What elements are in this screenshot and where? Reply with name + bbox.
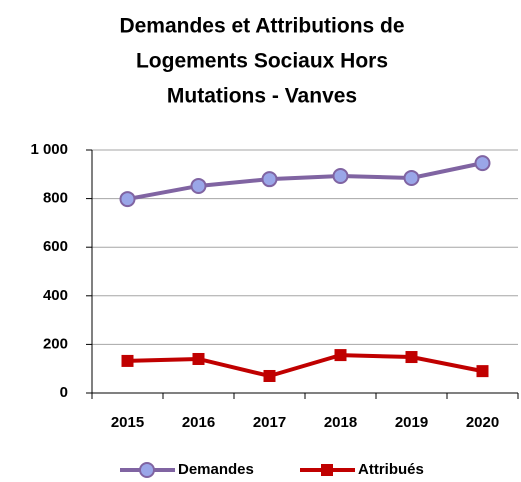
legend-label: Demandes xyxy=(178,461,254,478)
data-point xyxy=(192,352,205,365)
data-point xyxy=(332,168,349,185)
data-point xyxy=(119,191,136,208)
x-tick-label: 2018 xyxy=(324,414,357,431)
series-line xyxy=(127,161,483,202)
chart-title: Mutations - Vanves xyxy=(167,85,357,108)
data-point xyxy=(405,351,418,364)
data-point xyxy=(190,177,207,194)
chart-title: Demandes et Attributions de xyxy=(119,15,404,38)
data-point xyxy=(121,354,134,367)
chart-title: Logements Sociaux Hors xyxy=(136,50,388,73)
x-tick-label: 2015 xyxy=(111,414,144,431)
y-tick-label: 200 xyxy=(43,335,68,352)
y-tick-label: 800 xyxy=(43,190,68,207)
series-line xyxy=(127,353,483,379)
data-point xyxy=(334,349,347,362)
legend-label: Attribués xyxy=(358,461,424,478)
data-point xyxy=(403,169,420,186)
legend-marker xyxy=(321,464,333,476)
x-tick-label: 2017 xyxy=(253,414,286,431)
y-tick-label: 1 000 xyxy=(30,141,68,158)
legend-marker xyxy=(139,462,155,478)
x-tick-label: 2019 xyxy=(395,414,428,431)
y-tick-label: 600 xyxy=(43,238,68,255)
y-tick-label: 400 xyxy=(43,287,68,304)
y-tick-label: 0 xyxy=(60,384,68,401)
data-point xyxy=(263,369,276,382)
data-point xyxy=(261,171,278,188)
data-point xyxy=(474,155,491,172)
data-point xyxy=(476,365,489,378)
x-tick-label: 2020 xyxy=(466,414,499,431)
x-tick-label: 2016 xyxy=(182,414,215,431)
